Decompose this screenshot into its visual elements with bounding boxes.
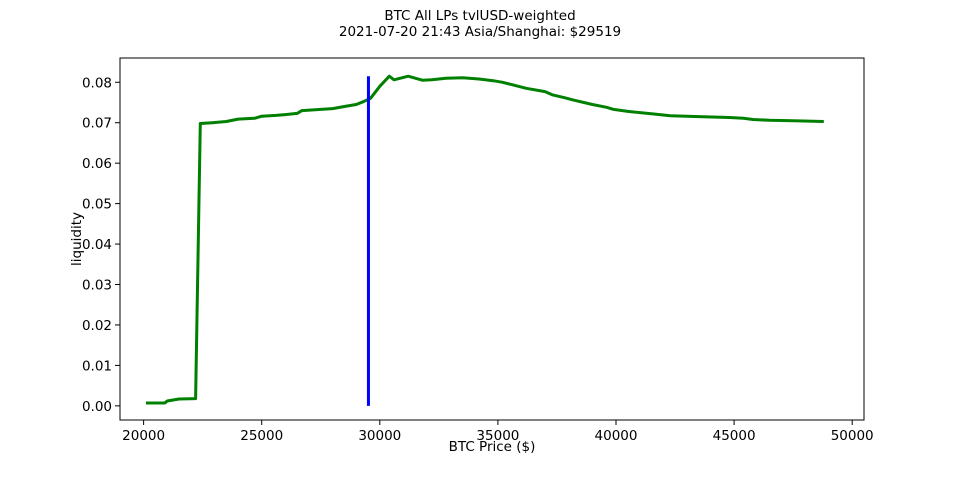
y-axis-label: liquidity bbox=[69, 212, 85, 266]
x-axis-label: BTC Price ($) bbox=[449, 439, 536, 455]
x-axis-ticks: 20000 25000 30000 35000 40000 45000 50000 bbox=[122, 420, 874, 444]
y-tick-label: 0.08 bbox=[82, 75, 112, 91]
x-tick-label: 35000 bbox=[476, 428, 519, 444]
x-tick-label: 50000 bbox=[831, 428, 874, 444]
x-tick-label: 30000 bbox=[358, 428, 401, 444]
y-tick-label: 0.02 bbox=[82, 318, 112, 334]
liquidity-series-line bbox=[146, 74, 824, 405]
y-tick-label: 0.01 bbox=[82, 358, 112, 374]
chart-subtitle: 2021-07-20 21:43 Asia/Shanghai: $29519 bbox=[339, 24, 621, 40]
chart-title: BTC All LPs tvlUSD-weighted bbox=[384, 8, 575, 24]
y-tick-label: 0.07 bbox=[82, 116, 112, 132]
x-tick-label: 45000 bbox=[713, 428, 756, 444]
y-axis-ticks: 0.00 0.01 0.02 0.03 0.04 0.05 0.06 0.07 0.08 bbox=[82, 75, 120, 415]
y-tick-label: 0.06 bbox=[82, 156, 112, 172]
y-tick-label: 0.03 bbox=[82, 278, 112, 294]
x-tick-label: 40000 bbox=[595, 428, 638, 444]
y-tick-label: 0.04 bbox=[82, 237, 112, 253]
plot-area-frame bbox=[119, 57, 865, 421]
y-tick-label: 0.00 bbox=[82, 399, 112, 415]
x-tick-label: 25000 bbox=[240, 428, 283, 444]
y-tick-label: 0.05 bbox=[82, 197, 112, 213]
x-tick-label: 20000 bbox=[122, 428, 165, 444]
